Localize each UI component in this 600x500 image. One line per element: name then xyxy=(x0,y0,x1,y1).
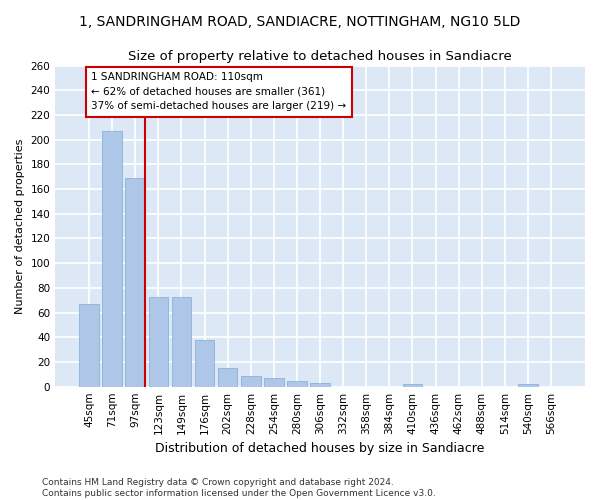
Bar xyxy=(264,378,284,386)
Text: 1, SANDRINGHAM ROAD, SANDIACRE, NOTTINGHAM, NG10 5LD: 1, SANDRINGHAM ROAD, SANDIACRE, NOTTINGH… xyxy=(79,15,521,29)
Text: 1 SANDRINGHAM ROAD: 110sqm
← 62% of detached houses are smaller (361)
37% of sem: 1 SANDRINGHAM ROAD: 110sqm ← 62% of deta… xyxy=(91,72,347,112)
Bar xyxy=(103,131,122,386)
Bar xyxy=(518,384,538,386)
Bar xyxy=(195,340,214,386)
Bar xyxy=(218,368,238,386)
Bar xyxy=(310,383,330,386)
Bar xyxy=(149,296,168,386)
Bar xyxy=(241,376,260,386)
Bar xyxy=(403,384,422,386)
Y-axis label: Number of detached properties: Number of detached properties xyxy=(15,138,25,314)
Title: Size of property relative to detached houses in Sandiacre: Size of property relative to detached ho… xyxy=(128,50,512,63)
Text: Contains HM Land Registry data © Crown copyright and database right 2024.
Contai: Contains HM Land Registry data © Crown c… xyxy=(42,478,436,498)
Bar xyxy=(287,380,307,386)
Bar xyxy=(125,178,145,386)
X-axis label: Distribution of detached houses by size in Sandiacre: Distribution of detached houses by size … xyxy=(155,442,485,455)
Bar xyxy=(79,304,99,386)
Bar xyxy=(172,296,191,386)
